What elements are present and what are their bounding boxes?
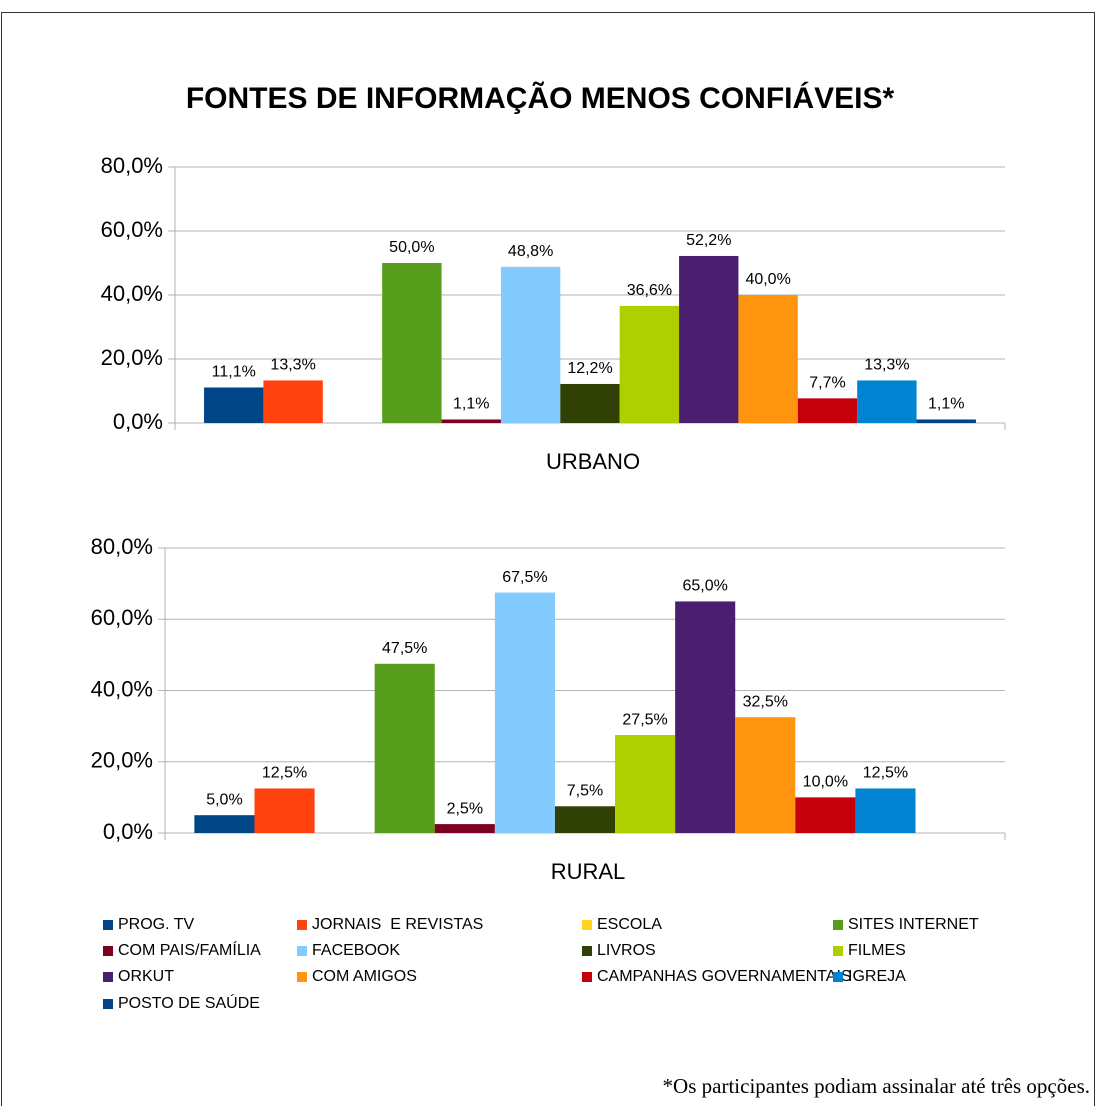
legend-label: ESCOLA xyxy=(597,916,662,933)
legend-label: SITES INTERNET xyxy=(848,916,979,933)
value-label: 1,1% xyxy=(928,396,964,413)
bar xyxy=(916,419,976,423)
value-label: 12,5% xyxy=(262,765,307,782)
bar xyxy=(679,255,739,423)
legend-label: FACEBOOK xyxy=(312,942,400,959)
bar xyxy=(204,387,264,423)
legend-swatch xyxy=(297,920,307,930)
footnote: *Os participantes podiam assinalar até t… xyxy=(663,1074,1090,1098)
value-label: 65,0% xyxy=(682,578,727,595)
value-label: 5,0% xyxy=(206,791,242,808)
y-tick-label: 60,0% xyxy=(91,605,153,630)
bar xyxy=(857,380,917,423)
legend-label: ORKUT xyxy=(118,968,174,985)
y-tick-label: 60,0% xyxy=(101,217,163,242)
y-tick-label: 0,0% xyxy=(103,819,153,844)
legend-swatch xyxy=(103,920,113,930)
bar xyxy=(374,663,435,833)
value-label: 7,5% xyxy=(567,783,603,800)
bar xyxy=(738,295,798,423)
legend-swatch xyxy=(833,920,843,930)
bar xyxy=(434,824,495,833)
legend-label: CAMPANHAS GOVERNAMENTAIS xyxy=(597,968,852,985)
value-label: 10,0% xyxy=(803,774,848,791)
bar xyxy=(500,266,561,423)
value-label: 13,3% xyxy=(864,357,909,374)
legend-label: COM PAIS/FAMÍLIA xyxy=(118,940,261,959)
legend-swatch xyxy=(103,999,113,1009)
chart-title: FONTES DE INFORMAÇÃO MENOS CONFIÁVEIS* xyxy=(186,81,895,115)
legend-swatch xyxy=(833,972,843,982)
bar xyxy=(560,383,620,423)
value-label: 13,3% xyxy=(270,357,315,374)
value-label: 48,8% xyxy=(508,243,553,260)
legend-label: LIVROS xyxy=(597,942,656,959)
bar xyxy=(797,398,858,423)
value-label: 40,0% xyxy=(745,271,790,288)
legend-swatch xyxy=(297,972,307,982)
y-tick-label: 80,0% xyxy=(91,534,153,559)
legend-swatch xyxy=(103,972,113,982)
y-tick-label: 80,0% xyxy=(101,153,163,178)
x-tick-label: URBANO xyxy=(546,449,640,474)
y-tick-label: 20,0% xyxy=(101,345,163,370)
bar xyxy=(615,735,676,833)
bar xyxy=(254,788,315,833)
x-tick-label: RURAL xyxy=(551,859,626,884)
value-label: 12,2% xyxy=(567,360,612,377)
legend-swatch xyxy=(297,946,307,956)
legend-label: IGREJA xyxy=(848,968,906,985)
legend-label: COM AMIGOS xyxy=(312,968,417,985)
legend-label: FILMES xyxy=(848,942,906,959)
value-label: 27,5% xyxy=(622,711,667,728)
value-label: 1,1% xyxy=(453,396,489,413)
value-label: 2,5% xyxy=(447,800,483,817)
frame xyxy=(1,12,1095,1106)
y-tick-label: 0,0% xyxy=(113,409,163,434)
legend-swatch xyxy=(582,920,592,930)
value-label: 11,1% xyxy=(212,364,256,381)
bar xyxy=(675,601,736,833)
y-tick-label: 40,0% xyxy=(101,281,163,306)
bar xyxy=(263,380,323,423)
legend-label: POSTO DE SAÚDE xyxy=(118,993,260,1012)
value-label: 67,5% xyxy=(502,569,547,586)
legend-label: PROG. TV xyxy=(118,916,194,933)
y-tick-label: 20,0% xyxy=(91,748,153,773)
bar xyxy=(795,797,856,833)
value-label: 36,6% xyxy=(627,282,672,299)
bar xyxy=(735,717,796,833)
value-label: 52,2% xyxy=(686,232,731,249)
bar xyxy=(494,592,555,833)
legend-swatch xyxy=(582,972,592,982)
legend-label: JORNAIS E REVISTAS xyxy=(312,916,483,933)
legend-swatch xyxy=(582,946,592,956)
y-tick-label: 40,0% xyxy=(91,676,153,701)
legend-swatch xyxy=(103,946,113,956)
bar xyxy=(194,815,255,833)
bar xyxy=(855,788,916,833)
bar xyxy=(441,419,501,423)
legend-swatch xyxy=(833,946,843,956)
value-label: 12,5% xyxy=(863,765,908,782)
value-label: 50,0% xyxy=(389,239,434,256)
value-label: 47,5% xyxy=(382,640,427,657)
value-label: 7,7% xyxy=(809,375,845,392)
bar xyxy=(554,806,616,833)
bar xyxy=(382,263,442,423)
value-label: 32,5% xyxy=(743,693,788,710)
bar xyxy=(619,305,680,423)
